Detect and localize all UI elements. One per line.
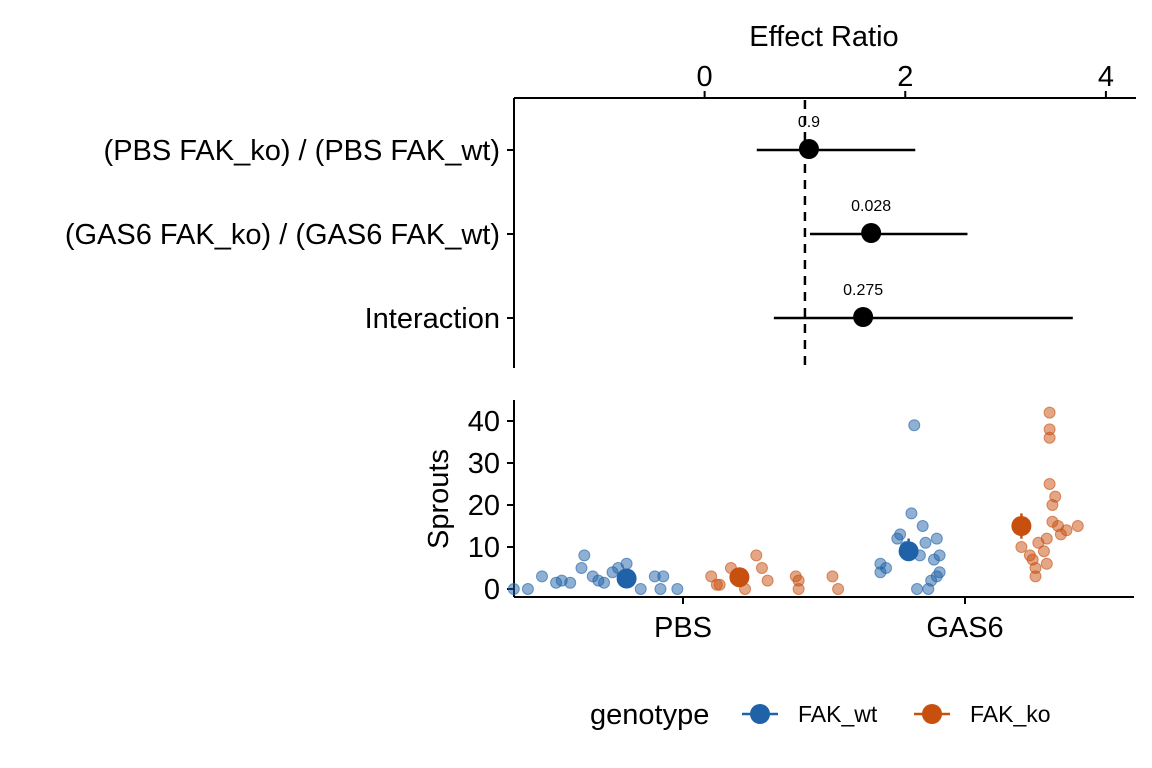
data-point [1040, 532, 1053, 545]
sprouts-y-tick-label: 40 [468, 406, 500, 438]
forest-row-label: (GAS6 FAK_ko) / (GAS6 FAK_wt) [65, 219, 500, 251]
sprouts-axes: 0 10 20 30 40 PBS GAS6 [468, 400, 1134, 644]
mean-point [898, 541, 919, 562]
data-point [792, 583, 805, 595]
legend-label: FAK_wt [798, 701, 878, 727]
data-point [933, 566, 946, 579]
data-point [905, 507, 918, 520]
data-point [880, 562, 893, 574]
legend: genotype FAK_wt FAK_ko [590, 699, 1051, 731]
estimate-point [861, 223, 882, 243]
data-point [1043, 423, 1056, 436]
mean-point [729, 567, 750, 588]
data-point [521, 583, 534, 595]
sprouts-plot: Sprouts 0 10 20 30 40 PBS GAS6 [423, 400, 1134, 644]
legend-items: FAK_wt FAK_ko [742, 701, 1051, 727]
sprouts-y-axis-title: Sprouts [423, 449, 455, 549]
forest-x-tick-label: 4 [1098, 61, 1114, 93]
data-point [705, 570, 718, 583]
data-point [1049, 490, 1062, 503]
data-point [1043, 406, 1056, 419]
sprouts-y-tick-label: 10 [468, 532, 500, 564]
sprouts-y-tick-label: 20 [468, 490, 500, 522]
forest-x-tick-label: 2 [897, 61, 913, 93]
mean-point [1011, 516, 1032, 536]
data-point [654, 583, 667, 595]
legend-marker [750, 704, 770, 724]
estimate-point [853, 307, 874, 327]
data-point [1071, 520, 1084, 532]
sprouts-y-tick-label: 0 [484, 574, 500, 606]
data-point [919, 536, 932, 549]
forest-row-label: Interaction [365, 303, 500, 335]
forest-row: (PBS FAK_ko) / (PBS FAK_wt) 0.9 [104, 114, 916, 167]
data-point [908, 419, 921, 432]
data-point [894, 528, 907, 541]
data-point [1043, 478, 1056, 490]
data-point [930, 532, 943, 545]
forest-plot: Effect Ratio 0 2 4 (PBS FAK_ko) / (PBS FAK… [65, 21, 1136, 368]
data-point [832, 583, 845, 595]
data-point [598, 576, 611, 589]
data-point [1029, 562, 1042, 574]
data-point [826, 570, 839, 583]
data-point [1015, 541, 1028, 553]
data-point [750, 549, 763, 562]
forest-row-label: (PBS FAK_ko) / (PBS FAK_wt) [104, 135, 500, 167]
legend-marker [922, 704, 942, 724]
data-point [911, 583, 924, 595]
data-point [755, 562, 768, 574]
forest-row: Interaction 0.275 [365, 282, 1073, 335]
data-point [564, 576, 577, 589]
data-point [1037, 545, 1050, 558]
data-point [1040, 557, 1053, 570]
legend-title: genotype [590, 699, 709, 731]
series-fak-wt [507, 419, 946, 595]
legend-item-fak-ko: FAK_ko [914, 701, 1051, 727]
sprouts-x-tick-label: PBS [654, 612, 712, 644]
forest-rows: (PBS FAK_ko) / (PBS FAK_wt) 0.9 (GAS6 FAK_… [65, 114, 1073, 335]
data-point [657, 570, 670, 583]
forest-row: (GAS6 FAK_ko) / (GAS6 FAK_wt) 0.028 [65, 198, 968, 251]
p-value-label: 0.028 [851, 198, 891, 215]
p-value-label: 0.275 [843, 282, 883, 299]
data-point [575, 562, 588, 574]
data-point [713, 578, 726, 591]
forest-x-axis-title: Effect Ratio [749, 21, 898, 53]
data-point [671, 583, 684, 595]
data-point [507, 583, 520, 595]
p-value-label: 0.9 [798, 114, 820, 131]
data-point [634, 583, 647, 595]
sprouts-points [507, 406, 1084, 595]
data-point [536, 570, 548, 583]
legend-item-fak-wt: FAK_wt [742, 701, 878, 727]
data-point [620, 557, 633, 570]
data-point [916, 520, 929, 532]
sprouts-x-tick-label: GAS6 [926, 612, 1003, 644]
forest-x-ticks: 0 2 4 [697, 61, 1114, 98]
data-point [1060, 524, 1073, 537]
mean-point [616, 568, 637, 589]
data-point [761, 574, 774, 587]
estimate-point [798, 139, 819, 159]
data-point [578, 549, 591, 562]
data-point [933, 549, 946, 562]
series-fak-ko [705, 406, 1084, 595]
sprouts-y-tick-label: 30 [468, 448, 500, 480]
forest-x-tick-label: 0 [697, 61, 713, 93]
legend-label: FAK_ko [970, 701, 1051, 727]
